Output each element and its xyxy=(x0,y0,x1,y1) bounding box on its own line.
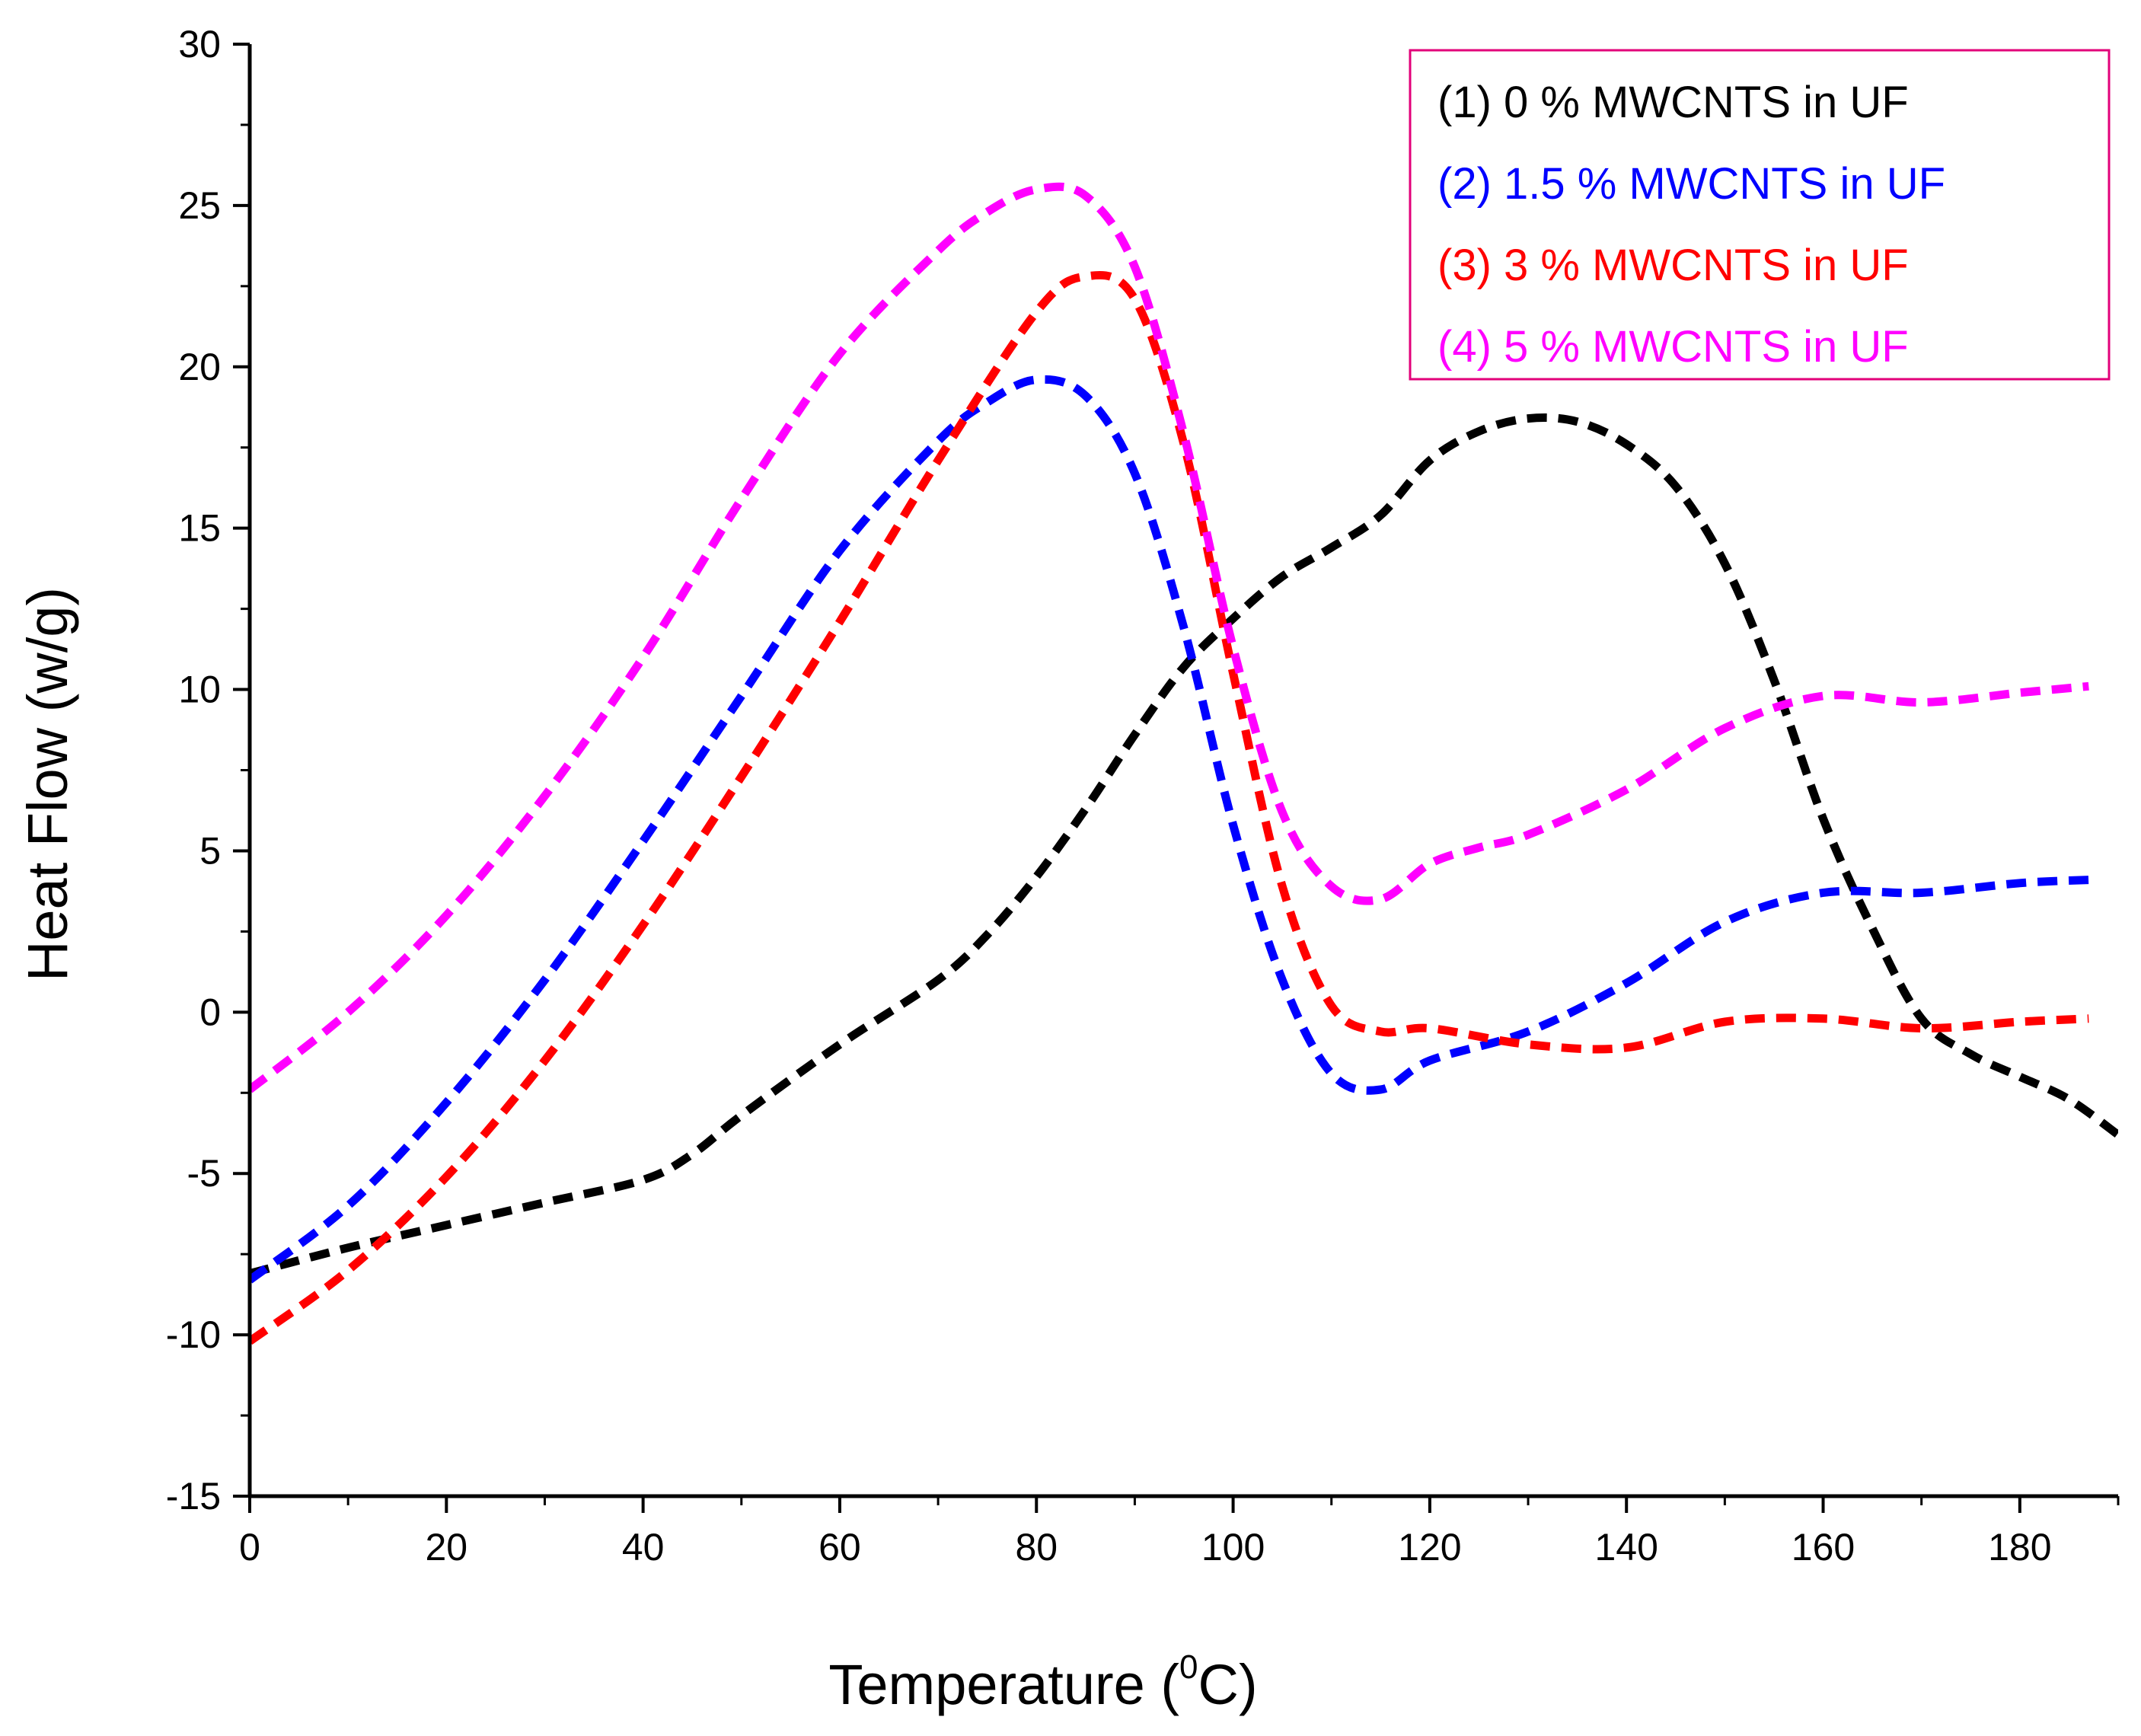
x-ticks: 0 20 40 60 80 100 120 140 160 180 xyxy=(239,1496,2120,1568)
series-layer xyxy=(250,182,2118,1345)
y-tick-label: 20 xyxy=(178,346,221,388)
x-tick-label: 20 xyxy=(426,1526,468,1568)
legend-entry-4: (4) 5 % MWCNTS in UF xyxy=(1437,322,1909,372)
y-tick-label: -5 xyxy=(187,1152,221,1195)
series-line-1 xyxy=(250,413,2118,1278)
y-tick-label: -10 xyxy=(166,1313,221,1356)
legend-entry-3: (3) 3 % MWCNTS in UF xyxy=(1437,241,1909,290)
y-tick-label: 10 xyxy=(178,669,221,711)
y-tick-label: 25 xyxy=(178,184,221,227)
y-axis-title: Heat Flow (w/g) xyxy=(16,587,79,981)
y-tick-label: 5 xyxy=(199,829,221,872)
x-axis-title-main: Temperature ( xyxy=(828,1653,1179,1716)
x-tick-label: 120 xyxy=(1398,1526,1461,1568)
y-ticks: -15 -10 -5 0 5 10 15 20 25 30 xyxy=(166,23,250,1517)
x-axis-title-superscript: 0 xyxy=(1179,1648,1198,1686)
x-axis-title-tail: C) xyxy=(1198,1653,1258,1716)
series-line-3 xyxy=(250,270,2089,1345)
legend-entry-1: (1) 0 % MWCNTS in UF xyxy=(1437,78,1909,127)
x-tick-label: 40 xyxy=(622,1526,665,1568)
x-tick-label: 160 xyxy=(1792,1526,1855,1568)
series-line-2 xyxy=(250,375,2089,1284)
x-tick-label: 0 xyxy=(239,1526,260,1568)
x-tick-label: 180 xyxy=(1988,1526,2051,1568)
legend-box xyxy=(1409,49,2111,381)
series-line-4 xyxy=(250,182,2089,1093)
x-tick-label: 60 xyxy=(818,1526,861,1568)
legend-entry-2: (2) 1.5 % MWCNTS in UF xyxy=(1437,159,1945,209)
legend: (1) 0 % MWCNTS in UF (2) 1.5 % MWCNTS in … xyxy=(1409,49,2111,381)
y-tick-label: 0 xyxy=(199,991,221,1033)
x-tick-label: 140 xyxy=(1594,1526,1658,1568)
y-tick-label: 30 xyxy=(178,23,221,65)
x-tick-label: 80 xyxy=(1015,1526,1058,1568)
x-axis-title: Temperature (0C) xyxy=(828,1648,1257,1716)
legend-items: (1) 0 % MWCNTS in UF (2) 1.5 % MWCNTS in … xyxy=(1437,78,1945,372)
y-tick-label: -15 xyxy=(166,1475,221,1517)
x-tick-label: 100 xyxy=(1201,1526,1265,1568)
y-tick-label: 15 xyxy=(178,507,221,550)
